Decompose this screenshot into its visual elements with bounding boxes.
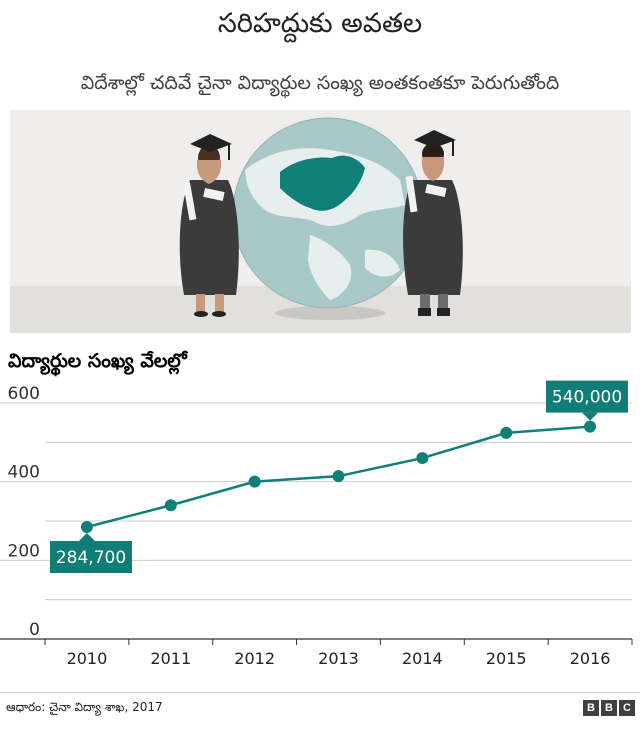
x-tick-label: 2014	[402, 649, 443, 668]
data-point	[584, 420, 597, 433]
page-subtitle: విదేశాల్లో చదివే చైనా విద్యార్థుల సంఖ్య …	[80, 72, 560, 94]
logo-letter: B	[601, 700, 617, 716]
x-tick-label: 2011	[150, 649, 191, 668]
x-tick-label: 2015	[486, 649, 527, 668]
line-chart: 0 200 400 600 2010 2011 2012 2013 2014 2015 2016 28…	[0, 380, 633, 668]
y-tick-label: 0	[29, 620, 40, 640]
callout-pointer	[582, 412, 599, 421]
data-point	[164, 499, 177, 512]
data-point	[332, 470, 345, 483]
x-tick-label: 2013	[318, 649, 359, 668]
page-title: సరిహద్దుకు అవతల	[217, 8, 423, 39]
x-tick-label: 2016	[570, 649, 611, 668]
data-label: 540,000	[552, 388, 622, 408]
data-point	[416, 452, 429, 465]
callout-pointer	[78, 533, 95, 542]
source-note: ఆధారం: చైనా విద్యా శాఖ, 2017	[6, 700, 163, 714]
logo-letter: C	[619, 700, 635, 716]
callout-box	[50, 541, 132, 574]
y-axis-label: విద్యార్థుల సంఖ్య వేలల్లో	[8, 350, 187, 372]
footer-divider	[0, 692, 640, 693]
data-point	[248, 475, 261, 488]
data-label: 284,700	[56, 548, 126, 568]
logo-letter: B	[583, 700, 599, 716]
y-tick-label: 600	[8, 384, 40, 404]
callout-box	[546, 380, 628, 413]
y-tick-label: 200	[8, 541, 40, 561]
y-tick-label: 400	[8, 463, 40, 483]
graduates-globe-illustration	[10, 110, 631, 333]
data-point	[500, 426, 513, 439]
x-tick-label: 2012	[234, 649, 275, 668]
bbc-logo: B B C	[583, 700, 635, 716]
x-tick-label: 2010	[67, 649, 108, 668]
data-point	[80, 521, 93, 534]
